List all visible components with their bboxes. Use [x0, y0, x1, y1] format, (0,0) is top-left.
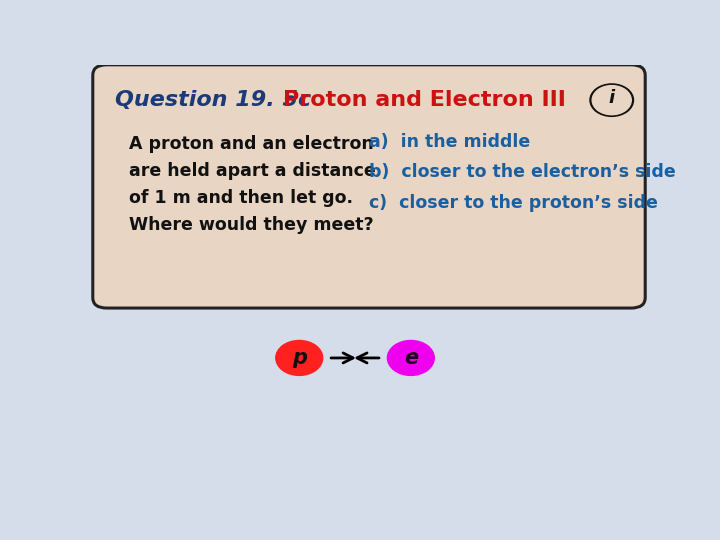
- Circle shape: [276, 341, 323, 375]
- Circle shape: [593, 85, 631, 114]
- Text: Proton and Electron III: Proton and Electron III: [284, 90, 566, 110]
- Circle shape: [387, 341, 434, 375]
- Text: Question 19. 5c: Question 19. 5c: [114, 90, 311, 110]
- Text: p: p: [292, 348, 307, 368]
- Text: b)  closer to the electron’s side: b) closer to the electron’s side: [369, 163, 676, 181]
- Text: A proton and an electron: A proton and an electron: [129, 135, 374, 153]
- Text: are held apart a distance: are held apart a distance: [129, 162, 376, 180]
- FancyBboxPatch shape: [93, 65, 645, 308]
- Text: of 1 m and then let go.: of 1 m and then let go.: [129, 189, 353, 207]
- Circle shape: [590, 84, 634, 116]
- Text: Where would they meet?: Where would they meet?: [129, 216, 374, 234]
- Text: e: e: [404, 348, 418, 368]
- Text: i: i: [608, 89, 615, 107]
- Text: c)  closer to the proton’s side: c) closer to the proton’s side: [369, 194, 658, 212]
- Text: a)  in the middle: a) in the middle: [369, 133, 530, 151]
